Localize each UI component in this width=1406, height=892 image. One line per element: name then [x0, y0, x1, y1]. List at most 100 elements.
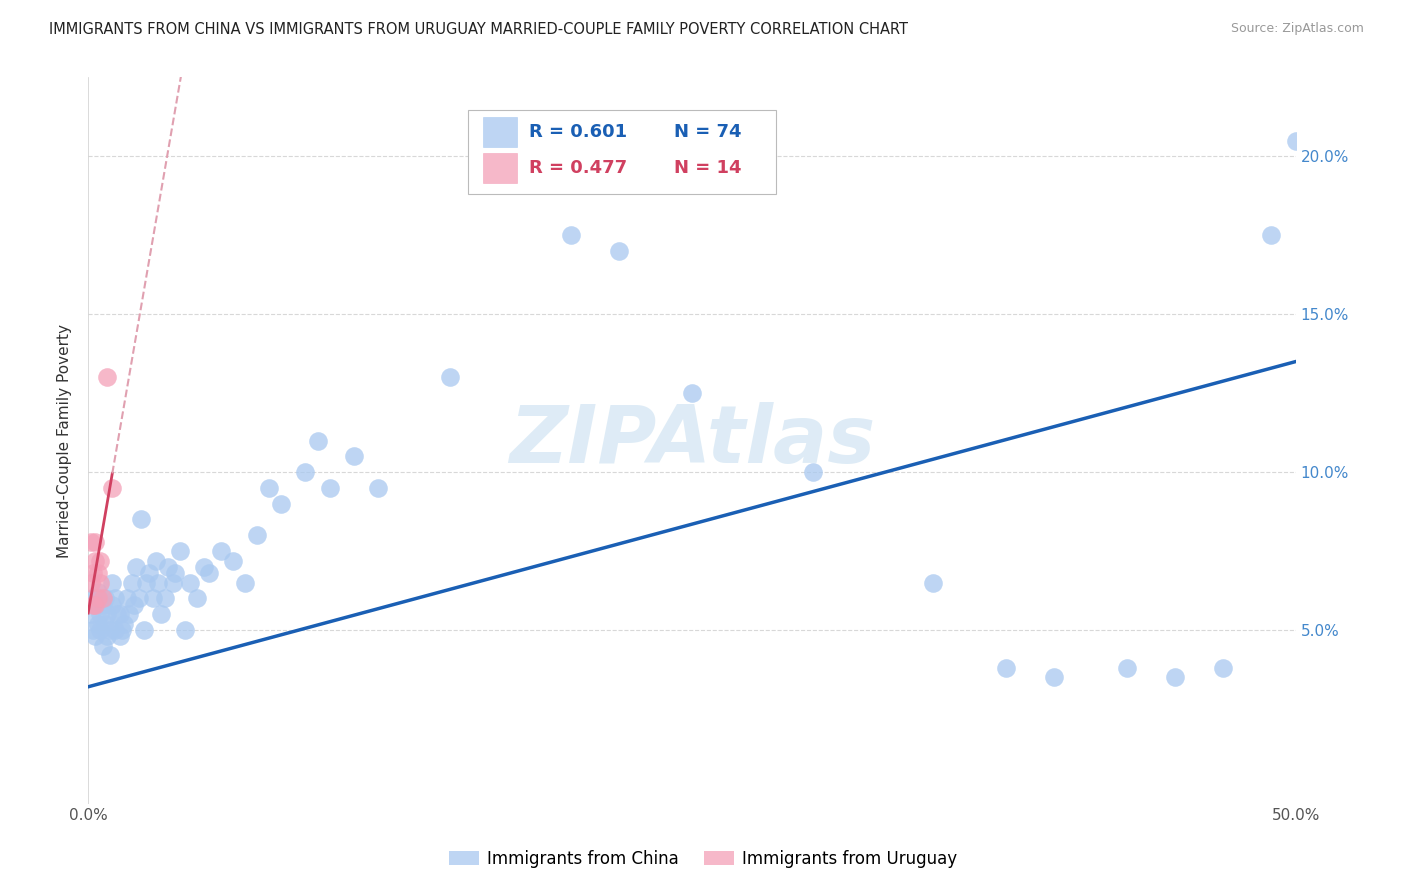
Point — [104, 591, 127, 606]
Point — [84, 534, 107, 549]
Point — [149, 607, 172, 622]
Point — [173, 623, 195, 637]
Legend: Immigrants from China, Immigrants from Uruguay: Immigrants from China, Immigrants from U… — [441, 844, 965, 875]
Point — [132, 623, 155, 637]
Point — [270, 497, 292, 511]
Point — [318, 481, 340, 495]
Point — [148, 575, 170, 590]
Y-axis label: Married-Couple Family Poverty: Married-Couple Family Poverty — [58, 324, 72, 558]
Text: R = 0.477: R = 0.477 — [529, 159, 627, 178]
Point — [87, 566, 110, 581]
Point — [138, 566, 160, 581]
Point — [246, 528, 269, 542]
Point — [111, 623, 134, 637]
Text: ZIPAtlas: ZIPAtlas — [509, 401, 875, 480]
Point — [82, 566, 104, 581]
Point — [165, 566, 187, 581]
Point — [104, 623, 127, 637]
Point — [1043, 670, 1066, 684]
Point — [145, 553, 167, 567]
Point — [79, 607, 101, 622]
Text: N = 74: N = 74 — [673, 123, 741, 141]
Point — [84, 553, 107, 567]
Point — [89, 575, 111, 590]
Point — [91, 639, 114, 653]
Point — [94, 591, 117, 606]
Point — [125, 559, 148, 574]
Text: N = 14: N = 14 — [673, 159, 741, 178]
Point — [82, 598, 104, 612]
Point — [179, 575, 201, 590]
Point — [169, 544, 191, 558]
Point — [82, 591, 104, 606]
Point — [98, 648, 121, 663]
Point — [108, 629, 131, 643]
Point — [128, 591, 150, 606]
Point — [259, 481, 281, 495]
Point — [198, 566, 221, 581]
Point — [162, 575, 184, 590]
Point — [118, 607, 141, 622]
Point — [209, 544, 232, 558]
Point — [439, 370, 461, 384]
Point — [222, 553, 245, 567]
Point — [108, 607, 131, 622]
Point — [135, 575, 157, 590]
Point — [79, 534, 101, 549]
Point — [1212, 661, 1234, 675]
Point — [87, 591, 110, 606]
Point — [294, 465, 316, 479]
Point — [1284, 134, 1306, 148]
FancyBboxPatch shape — [484, 117, 517, 147]
Point — [96, 370, 118, 384]
Text: IMMIGRANTS FROM CHINA VS IMMIGRANTS FROM URUGUAY MARRIED-COUPLE FAMILY POVERTY C: IMMIGRANTS FROM CHINA VS IMMIGRANTS FROM… — [49, 22, 908, 37]
Point — [681, 386, 703, 401]
Point — [560, 228, 582, 243]
FancyBboxPatch shape — [468, 110, 776, 194]
Point — [129, 512, 152, 526]
Point — [1164, 670, 1187, 684]
Point — [122, 598, 145, 612]
Point — [101, 481, 124, 495]
Point — [87, 616, 110, 631]
Point — [112, 616, 135, 631]
Point — [307, 434, 329, 448]
Point — [87, 585, 110, 599]
Point — [84, 598, 107, 612]
Point — [105, 607, 128, 622]
Point — [82, 623, 104, 637]
Point — [367, 481, 389, 495]
Text: R = 0.601: R = 0.601 — [529, 123, 627, 141]
Point — [94, 616, 117, 631]
Text: Source: ZipAtlas.com: Source: ZipAtlas.com — [1230, 22, 1364, 36]
Point — [193, 559, 215, 574]
Point — [98, 623, 121, 637]
Point — [142, 591, 165, 606]
Point — [96, 607, 118, 622]
Point — [121, 575, 143, 590]
Point — [101, 598, 124, 612]
Point — [84, 598, 107, 612]
Point — [89, 607, 111, 622]
Point — [801, 465, 824, 479]
Point — [922, 575, 945, 590]
Point — [343, 450, 366, 464]
Point — [1260, 228, 1282, 243]
Point — [994, 661, 1017, 675]
Point — [91, 598, 114, 612]
Point — [609, 244, 631, 258]
Point — [233, 575, 256, 590]
Point — [89, 553, 111, 567]
Point — [1115, 661, 1137, 675]
Point — [155, 591, 177, 606]
Point — [156, 559, 179, 574]
Point — [91, 591, 114, 606]
FancyBboxPatch shape — [484, 153, 517, 184]
Point — [79, 575, 101, 590]
Point — [89, 623, 111, 637]
Point — [186, 591, 208, 606]
Point — [96, 629, 118, 643]
Point — [101, 575, 124, 590]
Point — [115, 591, 138, 606]
Point — [84, 629, 107, 643]
